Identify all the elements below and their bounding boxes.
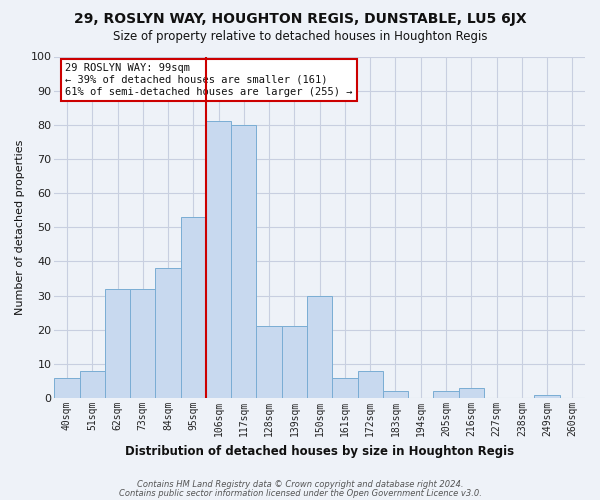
- Bar: [155, 268, 181, 398]
- Bar: [80, 371, 105, 398]
- Bar: [458, 388, 484, 398]
- Bar: [256, 326, 282, 398]
- Bar: [105, 289, 130, 398]
- Bar: [181, 217, 206, 398]
- Bar: [358, 371, 383, 398]
- Text: 29 ROSLYN WAY: 99sqm
← 39% of detached houses are smaller (161)
61% of semi-deta: 29 ROSLYN WAY: 99sqm ← 39% of detached h…: [65, 64, 352, 96]
- Y-axis label: Number of detached properties: Number of detached properties: [15, 140, 25, 315]
- Bar: [307, 296, 332, 398]
- Bar: [383, 392, 408, 398]
- Text: 29, ROSLYN WAY, HOUGHTON REGIS, DUNSTABLE, LU5 6JX: 29, ROSLYN WAY, HOUGHTON REGIS, DUNSTABL…: [74, 12, 526, 26]
- Bar: [535, 394, 560, 398]
- Text: Contains HM Land Registry data © Crown copyright and database right 2024.: Contains HM Land Registry data © Crown c…: [137, 480, 463, 489]
- Bar: [433, 392, 458, 398]
- Bar: [55, 378, 80, 398]
- Bar: [332, 378, 358, 398]
- X-axis label: Distribution of detached houses by size in Houghton Regis: Distribution of detached houses by size …: [125, 444, 514, 458]
- Bar: [206, 122, 231, 398]
- Bar: [231, 125, 256, 398]
- Bar: [282, 326, 307, 398]
- Text: Size of property relative to detached houses in Houghton Regis: Size of property relative to detached ho…: [113, 30, 487, 43]
- Bar: [130, 289, 155, 398]
- Text: Contains public sector information licensed under the Open Government Licence v3: Contains public sector information licen…: [119, 488, 481, 498]
